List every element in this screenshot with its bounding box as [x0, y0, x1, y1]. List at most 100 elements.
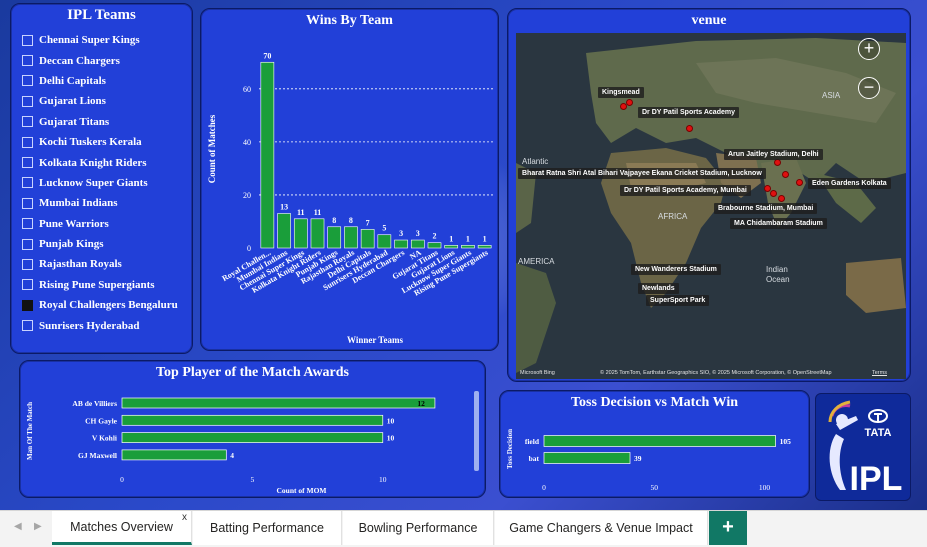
- tab-bowling-performance[interactable]: Bowling Performance: [343, 511, 494, 545]
- tab-batting-performance[interactable]: Batting Performance: [193, 511, 342, 545]
- y-tick-label: 60: [243, 85, 251, 94]
- slicer-item-label: Gujarat Titans: [39, 115, 110, 128]
- slicer-item-label: Rajasthan Royals: [39, 258, 122, 271]
- tab-game-changers[interactable]: Game Changers & Venue Impact: [495, 511, 708, 545]
- bar[interactable]: [427, 242, 442, 249]
- checkbox-icon[interactable]: [22, 34, 33, 46]
- venue-pin[interactable]: [778, 195, 785, 202]
- x-axis-label: Count of MOM: [277, 486, 327, 495]
- checkbox-icon[interactable]: [22, 238, 33, 250]
- bar[interactable]: [310, 218, 325, 249]
- bar[interactable]: [543, 452, 631, 464]
- bar[interactable]: [121, 449, 227, 461]
- scrollbar[interactable]: [474, 391, 479, 471]
- slicer-item[interactable]: Delhi Capitals: [22, 71, 178, 91]
- bar[interactable]: [344, 226, 358, 249]
- toss-chart-svg: field 105 bat 39 0 50 100 Toss Decision: [506, 429, 791, 492]
- x-tick-label: 0: [542, 483, 546, 492]
- slicer-item-label: Royal Challengers Bengaluru: [39, 299, 178, 312]
- map-terms-link[interactable]: Terms: [872, 370, 887, 376]
- checkbox-icon[interactable]: [22, 177, 33, 189]
- map-credit: © 2025 TomTom, Earthstar Geographics SIO…: [600, 370, 832, 376]
- bar[interactable]: [410, 239, 425, 249]
- checkbox-icon[interactable]: [22, 55, 33, 67]
- slicer-item[interactable]: Rajasthan Royals: [22, 254, 178, 274]
- zoom-out-button[interactable]: −: [858, 77, 880, 99]
- data-label: 70: [263, 51, 271, 60]
- bar[interactable]: [477, 245, 492, 249]
- checkbox-icon[interactable]: [22, 218, 33, 230]
- slicer-item[interactable]: Gujarat Lions: [22, 91, 178, 111]
- checkbox-icon[interactable]: [22, 116, 33, 128]
- data-label: 2: [433, 232, 437, 241]
- venue-pin[interactable]: [796, 179, 803, 186]
- bar[interactable]: [360, 229, 375, 249]
- data-label: 5: [382, 224, 386, 233]
- checkbox-icon[interactable]: [22, 320, 33, 332]
- data-label: 10: [387, 416, 395, 425]
- chart-title: Top Player of the Match Awards: [155, 365, 349, 380]
- checkbox-icon[interactable]: [22, 299, 33, 311]
- slicer-item-label: Delhi Capitals: [39, 74, 106, 87]
- checkbox-icon[interactable]: [22, 279, 33, 291]
- venue-map[interactable]: + − ASIA Atlantic AFRICA AMERICA Indian …: [516, 33, 906, 379]
- checkbox-icon[interactable]: [22, 157, 33, 169]
- slicer-item[interactable]: Chennai Super Kings: [22, 30, 178, 50]
- venue-label: Arun Jaitley Stadium, Delhi: [724, 149, 823, 160]
- slicer-item[interactable]: Pune Warriors: [22, 214, 178, 234]
- tab-matches-overview[interactable]: Matches Overview x: [52, 511, 192, 545]
- next-page-icon[interactable]: ▶: [34, 521, 42, 532]
- slicer-item-label: Punjab Kings: [39, 238, 104, 251]
- venue-pin[interactable]: [620, 103, 627, 110]
- venue-pin[interactable]: [764, 185, 771, 192]
- checkbox-icon[interactable]: [22, 136, 33, 148]
- venue-pin[interactable]: [774, 159, 781, 166]
- close-tab-icon[interactable]: x: [182, 512, 187, 523]
- checkbox-icon[interactable]: [22, 95, 33, 107]
- venue-pin[interactable]: [770, 190, 777, 197]
- slicer-item-label: Gujarat Lions: [39, 95, 106, 108]
- slicer-item[interactable]: Kochi Tuskers Kerala: [22, 132, 178, 152]
- checkbox-icon[interactable]: [22, 75, 33, 87]
- bar[interactable]: [543, 435, 776, 447]
- slicer-item[interactable]: Rising Pune Supergiants: [22, 275, 178, 295]
- prev-page-icon[interactable]: ◀: [14, 521, 22, 532]
- checkbox-icon[interactable]: [22, 258, 33, 270]
- x-tick-label: 5: [251, 475, 255, 484]
- checkbox-icon[interactable]: [22, 197, 33, 209]
- venue-pin[interactable]: [782, 171, 789, 178]
- slicer-item[interactable]: Royal Challengers Bengaluru: [22, 295, 178, 315]
- bar[interactable]: [461, 245, 475, 249]
- mom-chart-svg: AB de Villiers 12 CH Gayle 10 V Kohli 10 GJ Ma…: [26, 391, 479, 495]
- slicer-item[interactable]: Deccan Chargers: [22, 50, 178, 70]
- chart-title: Wins By Team: [306, 13, 393, 28]
- bar[interactable]: [377, 234, 392, 249]
- y-tick-label: 40: [243, 138, 251, 147]
- slicer-item[interactable]: Kolkata Knight Riders: [22, 152, 178, 172]
- slicer-item[interactable]: Gujarat Titans: [22, 112, 178, 132]
- zoom-in-button[interactable]: +: [858, 38, 880, 60]
- slicer-item[interactable]: Sunrisers Hyderabad: [22, 315, 178, 335]
- x-axis-label: Winner Teams: [347, 335, 403, 345]
- x-tick-label: 0: [120, 475, 124, 484]
- bar[interactable]: [121, 414, 384, 426]
- bar[interactable]: [327, 226, 342, 249]
- slicer-item[interactable]: Mumbai Indians: [22, 193, 178, 213]
- slicer-item[interactable]: Punjab Kings: [22, 234, 178, 254]
- geo-label: ASIA: [822, 91, 841, 100]
- bar[interactable]: [277, 213, 291, 249]
- slicer-item[interactable]: Lucknow Super Giants: [22, 173, 178, 193]
- venue-pin[interactable]: [686, 125, 693, 132]
- geo-label: Atlantic: [522, 157, 549, 166]
- venue-pin[interactable]: [626, 99, 633, 106]
- data-label: 1: [449, 234, 453, 243]
- bar[interactable]: [444, 245, 459, 249]
- bar[interactable]: [293, 218, 308, 249]
- bar[interactable]: [121, 432, 384, 443]
- venue-label: Bharat Ratna Shri Atal Bihari Vajpayee E…: [518, 168, 766, 179]
- y-axis-label: Man Of The Match: [26, 402, 34, 460]
- add-page-button[interactable]: +: [709, 511, 747, 545]
- bar[interactable]: [121, 397, 436, 409]
- bar[interactable]: [260, 61, 275, 249]
- bar[interactable]: [394, 239, 408, 249]
